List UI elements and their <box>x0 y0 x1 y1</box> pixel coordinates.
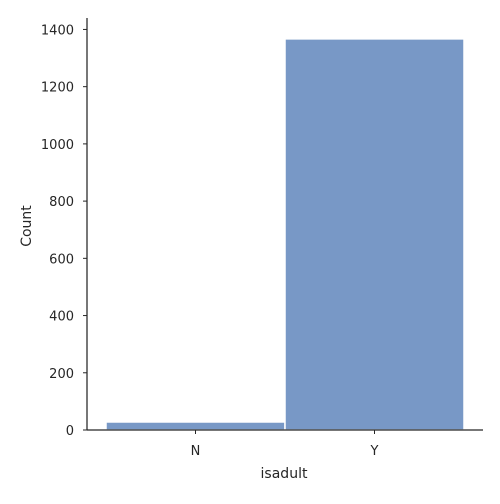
y-ticks-layer: 0 200 400 600 800 1000 1200 1400 <box>41 23 87 439</box>
y-tick-label: 600 <box>49 252 74 267</box>
y-axis-title: Count <box>19 205 35 247</box>
y-tick-label: 1000 <box>41 138 74 153</box>
y-tick-label: 1400 <box>41 23 74 38</box>
y-tick-label: 0 <box>66 424 74 439</box>
y-tick-label: 1200 <box>41 81 74 96</box>
x-axis-title: isadult <box>261 466 308 482</box>
y-tick-label: 400 <box>49 310 74 325</box>
bars-layer <box>105 38 465 431</box>
bar-y <box>284 38 465 431</box>
y-tick-label: 200 <box>49 367 74 382</box>
bar-n <box>105 421 286 431</box>
y-tick-label: 800 <box>49 195 74 210</box>
x-tick-label: N <box>191 444 201 459</box>
x-tick-label: Y <box>370 444 379 459</box>
